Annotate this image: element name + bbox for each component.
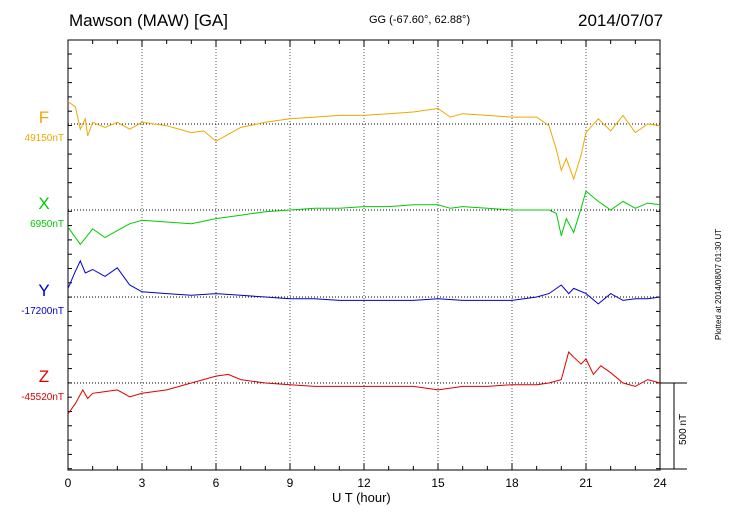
baseline-value-z: -45520nT <box>21 392 64 403</box>
x-tick-label: 18 <box>505 476 519 490</box>
component-label-z: Z <box>39 367 49 386</box>
series-line-y <box>67 259 661 305</box>
x-tick-label: 15 <box>431 476 445 490</box>
component-label-x: X <box>38 194 49 213</box>
series-line-x <box>67 190 661 246</box>
x-tick-label: 3 <box>139 476 146 490</box>
x-tick-label: 6 <box>213 476 220 490</box>
component-label-y: Y <box>38 281 49 300</box>
chart-date: 2014/07/07 <box>578 11 664 30</box>
plotted-timestamp: Plotted at 2014/08/07 01:30 UT <box>714 228 723 340</box>
geographic-coordinates: GG (-67.60°, 62.88°) <box>369 14 471 26</box>
station-title: Mawson (MAW) [GA] <box>69 11 228 30</box>
baseline-value-f: 49150nT <box>25 133 64 144</box>
x-tick-label: 21 <box>579 476 593 490</box>
series-line-z <box>67 351 661 415</box>
scale-bar-label: 500 nT <box>678 413 689 445</box>
component-label-f: F <box>39 108 49 127</box>
plot-frame <box>67 39 661 471</box>
x-tick-label: 0 <box>65 476 72 490</box>
series-line-f <box>67 101 661 181</box>
baseline-value-y: -17200nT <box>21 306 64 317</box>
baseline-value-x: 6950nT <box>30 219 64 230</box>
x-tick-label: 9 <box>287 476 294 490</box>
x-tick-label: 24 <box>653 476 667 490</box>
x-tick-label: 12 <box>357 476 371 490</box>
x-axis-label: U T (hour) <box>332 490 391 505</box>
